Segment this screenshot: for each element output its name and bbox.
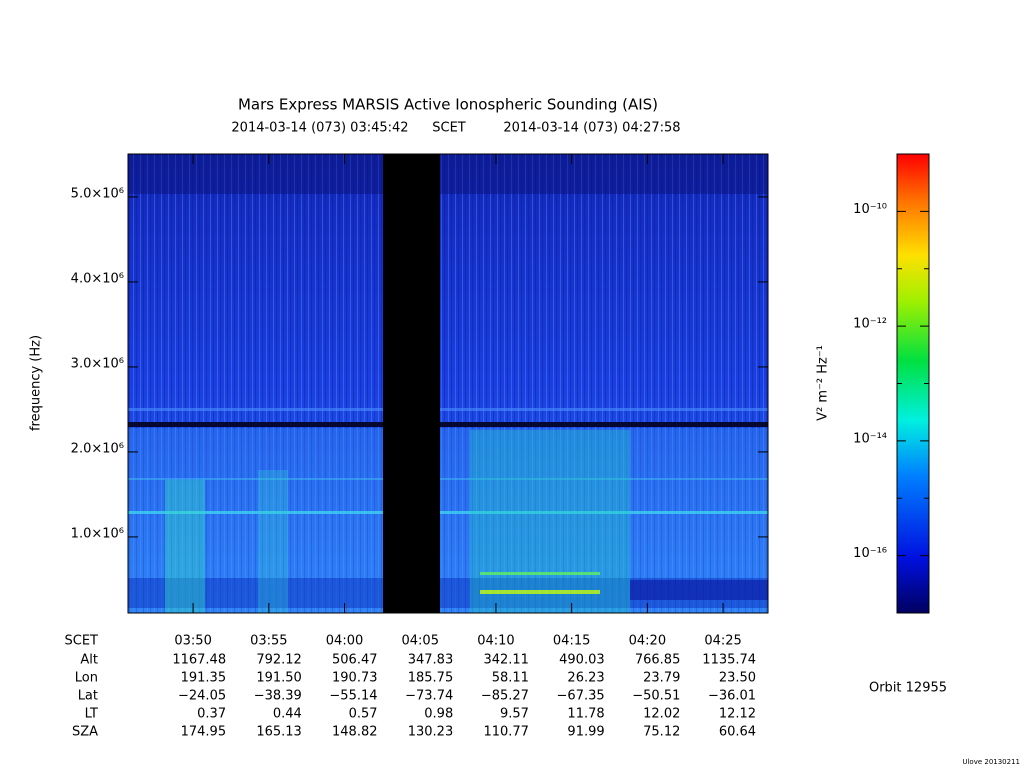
ephemeris-value: 0.57 (349, 707, 378, 722)
ephemeris-value: 23.50 (719, 671, 756, 686)
ephemeris-value: 792.12 (256, 653, 302, 668)
subtitle-end: 2014-03-14 (073) 04:27:58 (503, 121, 680, 136)
ephemeris-value: −50.51 (632, 689, 680, 704)
x-axis-label: SCET (65, 634, 99, 649)
ephemeris-value: 191.50 (256, 671, 302, 686)
ephemeris-label: Alt (80, 653, 98, 668)
y-tick-label: 1.0×10⁶ (71, 526, 124, 541)
ephemeris-value: 506.47 (332, 653, 378, 668)
ephemeris-value: 185.75 (408, 671, 454, 686)
spectrogram (127, 153, 769, 614)
y-tick-label: 5.0×10⁶ (71, 186, 124, 201)
ephemeris-value: 1135.74 (702, 653, 756, 668)
ephemeris-label: Lon (75, 671, 98, 686)
ephemeris-value: 26.23 (567, 671, 604, 686)
ephemeris-value: 91.99 (567, 725, 604, 740)
colorbar-tick-label: 10⁻¹² (853, 317, 887, 332)
ephemeris-value: 0.98 (424, 707, 453, 722)
y-tick-label: 3.0×10⁶ (71, 356, 124, 371)
subtitle-frame: SCET (432, 121, 466, 136)
x-tick-label: 04:00 (326, 634, 363, 649)
ephemeris-value: 0.37 (197, 707, 226, 722)
ephemeris-value: 1167.48 (172, 653, 226, 668)
y-tick-label: 2.0×10⁶ (71, 441, 124, 456)
ephemeris-value: −55.14 (329, 689, 377, 704)
chart-title: Mars Express MARSIS Active Ionospheric S… (238, 96, 658, 114)
ephemeris-value: 58.11 (492, 671, 529, 686)
colorbar-label: V² m⁻² Hz⁻¹ (816, 345, 831, 421)
footer: Ulove 20130211 (962, 758, 1020, 766)
ephemeris-value: −73.74 (405, 689, 453, 704)
ephemeris-value: 342.11 (483, 653, 529, 668)
ephemeris-value: 9.57 (500, 707, 529, 722)
ephemeris-value: 12.02 (643, 707, 680, 722)
x-tick-label: 04:25 (704, 634, 741, 649)
x-tick-label: 04:20 (629, 634, 666, 649)
ephemeris-value: −85.27 (481, 689, 529, 704)
ephemeris-value: 148.82 (332, 725, 378, 740)
colorbar (896, 153, 930, 614)
colorbar-tick-label: 10⁻¹⁴ (853, 431, 887, 446)
ephemeris-value: 174.95 (181, 725, 227, 740)
ephemeris-value: 0.44 (273, 707, 302, 722)
ephemeris-value: 766.85 (635, 653, 681, 668)
ephemeris-label: Lat (78, 689, 98, 704)
ephemeris-value: 23.79 (643, 671, 680, 686)
ephemeris-label: LT (85, 707, 98, 722)
ephemeris-label: SZA (72, 725, 98, 740)
ephemeris-value: 12.12 (719, 707, 756, 722)
colorbar-tick-label: 10⁻¹⁰ (853, 202, 887, 217)
ephemeris-value: −36.01 (708, 689, 756, 704)
ephemeris-value: 60.64 (719, 725, 756, 740)
colorbar-tick-label: 10⁻¹⁶ (853, 546, 887, 561)
x-tick-label: 04:15 (553, 634, 590, 649)
ephemeris-value: 347.83 (408, 653, 454, 668)
ephemeris-value: 11.78 (567, 707, 604, 722)
x-tick-label: 03:55 (250, 634, 287, 649)
ephemeris-value: 490.03 (559, 653, 605, 668)
x-tick-label: 04:05 (402, 634, 439, 649)
y-tick-label: 4.0×10⁶ (71, 271, 124, 286)
ephemeris-value: −38.39 (254, 689, 302, 704)
ephemeris-value: 110.77 (483, 725, 529, 740)
x-tick-label: 04:10 (477, 634, 514, 649)
ephemeris-value: 191.35 (181, 671, 227, 686)
ephemeris-value: −24.05 (178, 689, 226, 704)
ephemeris-value: 165.13 (256, 725, 302, 740)
ephemeris-value: 130.23 (408, 725, 454, 740)
y-axis-label: frequency (Hz) (29, 335, 44, 431)
subtitle-start: 2014-03-14 (073) 03:45:42 (231, 121, 408, 136)
ephemeris-value: −67.35 (557, 689, 605, 704)
ephemeris-value: 75.12 (643, 725, 680, 740)
x-tick-label: 03:50 (174, 634, 211, 649)
ephemeris-value: 190.73 (332, 671, 378, 686)
orbit: Orbit 12955 (869, 681, 947, 696)
